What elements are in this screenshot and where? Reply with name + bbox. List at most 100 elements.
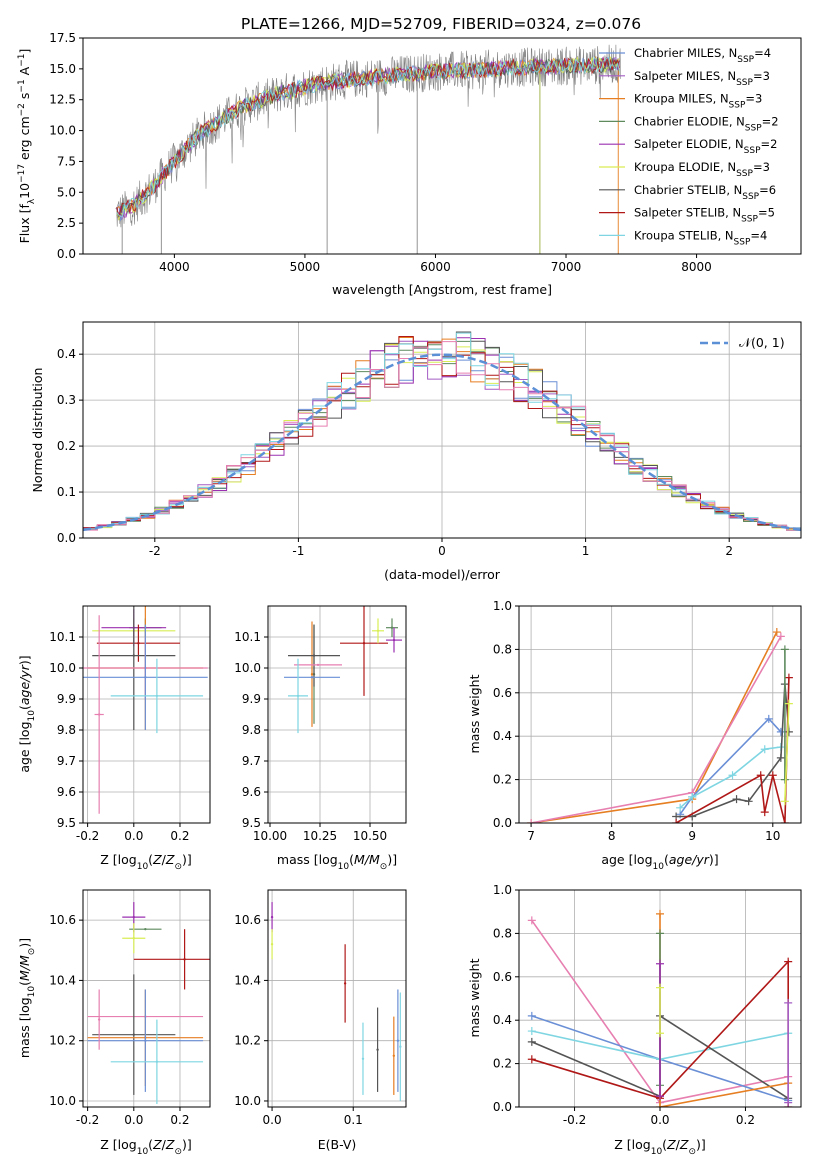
y-tick-label: 9.6 (57, 785, 76, 799)
data-point (144, 1039, 147, 1042)
y-axis-label: Normed distribution (30, 368, 45, 493)
x-tick-label: 10 (765, 829, 780, 843)
data-point (310, 673, 314, 676)
y-tick-label: 9.7 (242, 754, 261, 768)
plus-marker (784, 957, 793, 966)
y-tick-label: 0.4 (493, 1013, 512, 1027)
plus-marker (527, 1037, 536, 1046)
x-tick-label: 0 (438, 544, 446, 558)
plot-area (284, 606, 402, 734)
plus-marker (728, 771, 737, 780)
data-point (132, 1033, 135, 1036)
plus-marker (672, 819, 681, 823)
x-tick-label: 0.2 (736, 1113, 755, 1127)
x-tick-label: -0.2 (76, 1113, 99, 1127)
y-tick-label: 0.0 (57, 247, 76, 261)
x-tick-label: 7000 (551, 260, 582, 274)
legend-entry: Chabrier STELIB, NSSP=6 (634, 183, 776, 202)
legend: Chabrier MILES, NSSP=4 Salpeter MILES, NS… (599, 46, 779, 247)
y-axis-label: age [log10(age/yr)] (17, 655, 37, 772)
x-tick-label: 10.25 (303, 829, 337, 843)
spectrum-model-line (116, 57, 620, 217)
weight-line (679, 717, 782, 815)
plus-marker (764, 714, 773, 723)
x-tick-label: 0.2 (170, 829, 189, 843)
y-tick-label: 0.0 (493, 1100, 512, 1114)
plus-marker (776, 753, 785, 762)
data-point (396, 1039, 400, 1042)
data-point (132, 937, 135, 940)
y-tick-label: 0.4 (493, 729, 512, 743)
legend-entry: Chabrier MILES, NSSP=4 (634, 46, 771, 65)
plus-marker (776, 632, 785, 641)
y-tick-label: 10.0 (234, 661, 261, 675)
axes-frame (267, 605, 407, 824)
plus-marker (656, 1029, 664, 1038)
y-tick-label: 9.9 (242, 692, 261, 706)
x-tick-label: -0.2 (76, 829, 99, 843)
x-tick-label: 0.1 (344, 1113, 363, 1127)
y-tick-label: 9.6 (242, 785, 261, 799)
plus-marker (784, 998, 793, 1007)
axes-mass_vs_Z: -0.2 0.0 0.2 10.0 10.2 10.4 10.6 Z [log10(Z/Z⊙)… (17, 889, 211, 1157)
x-axis-label: E(B-V) (318, 1137, 357, 1152)
x-axis-label: mass [log10(M/M⊙)] (277, 852, 397, 872)
y-tick-label: 9.5 (242, 816, 261, 830)
plus-marker (784, 727, 793, 736)
y-tick-label: 10.2 (234, 1034, 261, 1048)
legend-entry: Salpeter ELODIE, NSSP=2 (634, 137, 777, 156)
x-tick-label: 2 (725, 544, 733, 558)
legend-entry: Salpeter MILES, NSSP=3 (634, 69, 770, 88)
x-tick-label: 0.0 (124, 1113, 143, 1127)
y-tick-label: 0.0 (57, 531, 76, 545)
y-axis-label: mass [log10(M/M⊙)] (17, 938, 37, 1058)
plus-marker (760, 745, 769, 754)
axes-mass_weight_vs_Z: -0.2 0.0 0.2 0.0 0.2 0.4 0.6 0.8 1.0 Z [log10(Z/Z… (467, 883, 802, 1157)
data-point (137, 642, 140, 645)
x-axis-label: wavelength [Angstrom, rest frame] (332, 282, 552, 297)
data-point (310, 676, 314, 679)
axes-mass_weight_vs_age: 7 8 9 10 0.0 0.2 0.4 0.6 0.8 1.0 age [log10(age/yr… (467, 599, 802, 872)
plus-marker (688, 792, 697, 801)
data-point (399, 1045, 402, 1048)
y-tick-label: 10.1 (234, 630, 261, 644)
x-tick-label: 4000 (159, 260, 190, 274)
y-tick-label: 0.4 (57, 347, 76, 361)
x-axis-label: Z [log10(Z/Z⊙)] (100, 1137, 192, 1157)
plus-marker (527, 1055, 536, 1064)
y-tick-label: 2.5 (57, 216, 76, 230)
x-tick-label: -0.2 (563, 1113, 586, 1127)
y-tick-label: 12.5 (49, 93, 76, 107)
x-tick-label: 0.0 (263, 1113, 282, 1127)
x-tick-label: 0.2 (170, 1113, 189, 1127)
plot-area (527, 909, 793, 1107)
axes-mass_vs_ebv: 0.0 0.1 10.0 10.2 10.4 10.6 E(B-V) (234, 889, 407, 1152)
plot-area (83, 606, 208, 814)
plus-marker (656, 959, 664, 968)
x-axis-label: (data-model)/error (384, 567, 501, 582)
y-tick-label: 7.5 (57, 154, 76, 168)
x-tick-label: 8 (608, 829, 616, 843)
plot-area (83, 331, 801, 532)
histogram-step-line (83, 341, 801, 531)
plus-marker (527, 916, 536, 925)
plot-area (527, 628, 793, 823)
data-point (155, 694, 159, 698)
plus-marker (527, 1011, 536, 1020)
axes-frame (82, 605, 211, 824)
data-point (155, 1060, 159, 1063)
x-tick-label: -1 (292, 544, 304, 558)
y-tick-label: 1.0 (493, 883, 512, 897)
x-tick-label: 9 (688, 829, 696, 843)
axes-frame (518, 889, 802, 1108)
legend-entry: Kroupa MILES, NSSP=3 (634, 92, 762, 111)
plus-marker (780, 819, 789, 823)
x-axis-label: age [log10(age/yr)] (601, 852, 718, 872)
y-tick-label: 5.0 (57, 185, 76, 199)
x-tick-label: 6000 (420, 260, 451, 274)
y-tick-label: 0.2 (493, 1057, 512, 1071)
y-tick-label: 10.0 (49, 1094, 76, 1108)
data-point (343, 982, 347, 985)
x-tick-label: 7 (527, 829, 535, 843)
data-point (376, 629, 380, 632)
